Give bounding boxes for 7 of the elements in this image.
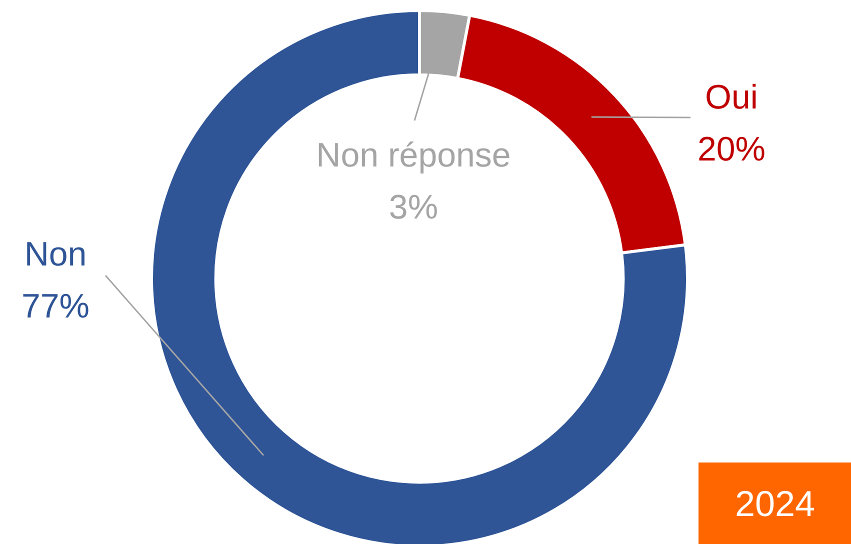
text: 2024 [734, 483, 816, 524]
slice-label: Oui [705, 78, 758, 116]
data-label: 20% [697, 130, 766, 168]
slice-label: Non [24, 236, 87, 274]
data-label: 3% [388, 188, 438, 226]
slice-label: Non réponse [316, 136, 511, 174]
data-label: 77% [21, 288, 90, 326]
